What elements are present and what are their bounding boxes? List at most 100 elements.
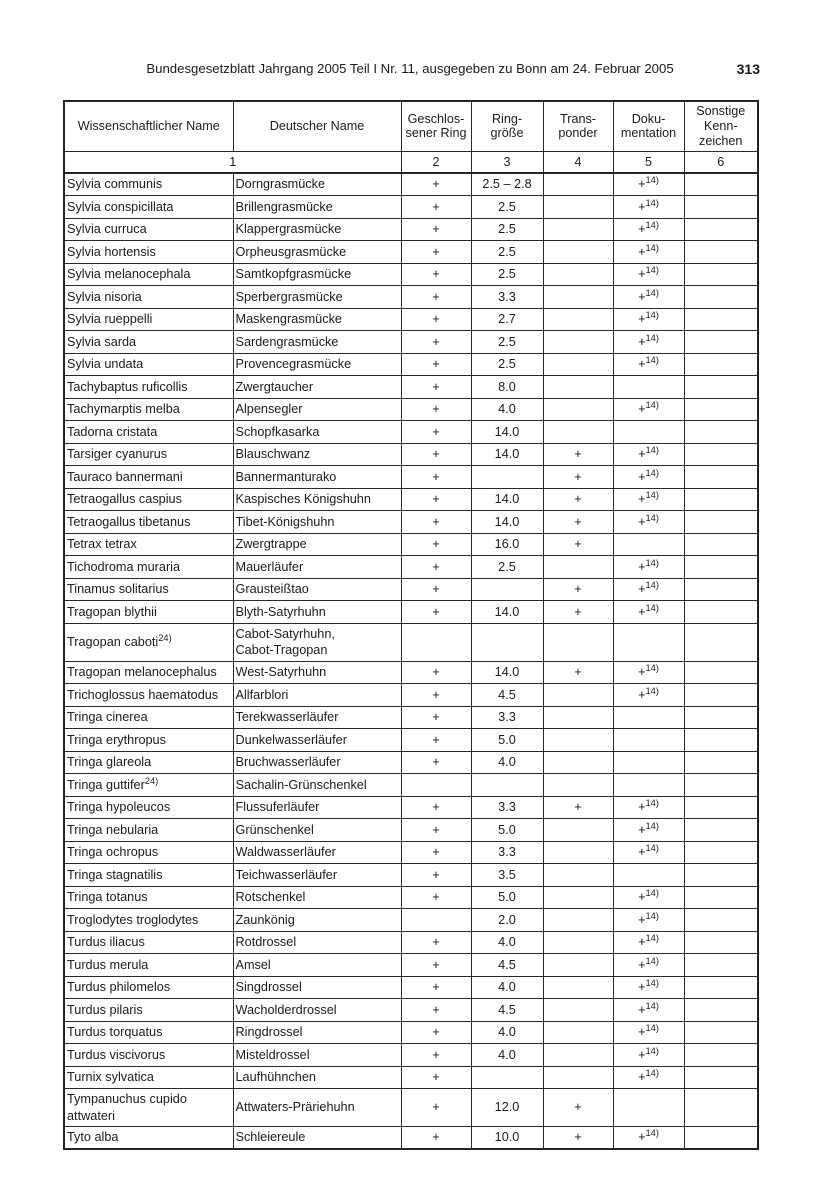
closed-ring-cell: + [400, 1088, 472, 1127]
ring-size-cell: 10.0 [470, 1126, 544, 1150]
ring-size-cell: 4.0 [470, 397, 544, 421]
documentation-cell: +14) [612, 307, 685, 331]
closed-ring-cell: + [400, 1065, 472, 1089]
scientific-name-cell: Sylvia communis [63, 172, 234, 196]
column-number-row: 1 2 3 4 5 6 [63, 150, 759, 174]
footnote-marker: 14) [645, 1045, 659, 1056]
closed-ring-cell: + [400, 728, 472, 752]
col-header-ring-size: Ring- größe [470, 100, 544, 152]
other-marks-cell [683, 660, 759, 684]
ring-size-cell: 4.0 [470, 975, 544, 999]
documentation-cell: +14) [612, 683, 685, 707]
scientific-name-cell: Tringa cinerea [63, 705, 234, 729]
other-marks-cell [683, 885, 759, 909]
transponder-cell [542, 863, 614, 887]
table-row: Sylvia undata Provencegrasmücke +2.5 +14) [63, 352, 759, 376]
ring-size-cell: 2.5 – 2.8 [470, 172, 544, 196]
closed-ring-cell: + [400, 840, 472, 864]
scientific-name-cell: Troglodytes troglodytes [63, 908, 234, 932]
ring-size-cell: 2.0 [470, 908, 544, 932]
documentation-cell: +14) [612, 217, 685, 241]
transponder-cell [542, 908, 614, 932]
ring-size-cell: 5.0 [470, 728, 544, 752]
table-row: Tringa glareola Bruchwasserläufer +4.0 [63, 750, 759, 774]
table-row: Tringa nebularia Grünschenkel +5.0 +14) [63, 818, 759, 842]
scientific-name-cell: Tetrax tetrax [63, 532, 234, 556]
scientific-name-cell: Sylvia nisoria [63, 285, 234, 309]
table-row: Tringa totanus Rotschenkel +5.0 +14) [63, 885, 759, 909]
closed-ring-cell: + [400, 442, 472, 466]
scientific-name-cell: Tringa totanus [63, 885, 234, 909]
footnote-marker: 14) [645, 955, 659, 966]
ring-size-cell: 14.0 [470, 660, 544, 684]
other-marks-cell [683, 683, 759, 707]
ring-size-cell: 14.0 [470, 420, 544, 444]
footnote-marker: 14) [645, 797, 659, 808]
closed-ring-cell: + [400, 863, 472, 887]
german-name-cell: Klappergrasmücke [232, 217, 402, 241]
german-name-cell: Cabot-Satyrhuhn, Cabot-Tragopan [232, 622, 402, 662]
transponder-cell [542, 840, 614, 864]
other-marks-cell [683, 728, 759, 752]
table-row: Sylvia sarda Sardengrasmücke +2.5 +14) [63, 330, 759, 354]
column-number-4: 4 [542, 150, 614, 174]
transponder-cell: + [542, 1088, 614, 1127]
documentation-cell: +14) [612, 1020, 685, 1044]
closed-ring-cell: + [400, 1020, 472, 1044]
documentation-cell [612, 863, 685, 887]
scientific-name-cell: Turdus viscivorus [63, 1043, 234, 1067]
footnote-marker: 14) [645, 557, 659, 568]
documentation-cell: +14) [612, 487, 685, 511]
transponder-cell [542, 1020, 614, 1044]
other-marks-cell [683, 352, 759, 376]
table-row: Tringa cinerea Terekwasserläufer +3.3 [63, 705, 759, 729]
transponder-cell [542, 352, 614, 376]
scientific-name-cell: Tadorna cristata [63, 420, 234, 444]
page-header-text: Bundesgesetzblatt Jahrgang 2005 Teil I N… [146, 61, 674, 76]
col-header-closed-ring: Geschlos- sener Ring [400, 100, 472, 152]
footnote-marker: 14) [645, 977, 659, 988]
documentation-cell: +14) [612, 795, 685, 819]
transponder-cell: + [542, 1126, 614, 1150]
closed-ring-cell: + [400, 420, 472, 444]
other-marks-cell [683, 487, 759, 511]
german-name-cell: Bruchwasserläufer [232, 750, 402, 774]
col-header-other-marks: Sonstige Kenn- zeichen [683, 100, 759, 152]
closed-ring-cell: + [400, 172, 472, 196]
german-name-cell: Dorngrasmücke [232, 172, 402, 196]
german-name-cell: Rotschenkel [232, 885, 402, 909]
transponder-cell [542, 172, 614, 196]
ring-size-cell: 3.3 [470, 285, 544, 309]
documentation-cell [612, 1088, 685, 1127]
footnote-marker: 14) [645, 354, 659, 365]
other-marks-cell [683, 555, 759, 579]
documentation-cell: +14) [612, 885, 685, 909]
german-name-cell: Waldwasserläufer [232, 840, 402, 864]
scientific-name-cell: Turdus iliacus [63, 930, 234, 954]
documentation-cell: +14) [612, 262, 685, 286]
transponder-cell [542, 375, 614, 399]
page-header: Bundesgesetzblatt Jahrgang 2005 Teil I N… [63, 61, 760, 77]
german-name-cell: Kaspisches Königshuhn [232, 487, 402, 511]
other-marks-cell [683, 1020, 759, 1044]
closed-ring-cell: + [400, 375, 472, 399]
other-marks-cell [683, 773, 759, 797]
german-name-cell: Schopfkasarka [232, 420, 402, 444]
german-name-cell: Allfarblori [232, 683, 402, 707]
footnote-marker: 14) [645, 579, 659, 590]
german-name-cell: West-Satyrhuhn [232, 660, 402, 684]
scientific-name-cell: Tragopan blythii [63, 600, 234, 624]
page-number: 313 [736, 61, 760, 77]
other-marks-cell [683, 577, 759, 601]
table-row: Tringa stagnatilis Teichwasserläufer +3.5 [63, 863, 759, 887]
documentation-cell: +14) [612, 195, 685, 219]
ring-size-cell: 3.3 [470, 795, 544, 819]
table-row: Turdus viscivorus Misteldrossel +4.0 +14) [63, 1043, 759, 1067]
footnote-marker: 14) [645, 820, 659, 831]
documentation-cell: +14) [612, 953, 685, 977]
ring-size-cell: 3.5 [470, 863, 544, 887]
transponder-cell [542, 705, 614, 729]
scientific-name-cell: Tinamus solitarius [63, 577, 234, 601]
closed-ring-cell: + [400, 352, 472, 376]
scientific-name-cell: Tetraogallus caspius [63, 487, 234, 511]
